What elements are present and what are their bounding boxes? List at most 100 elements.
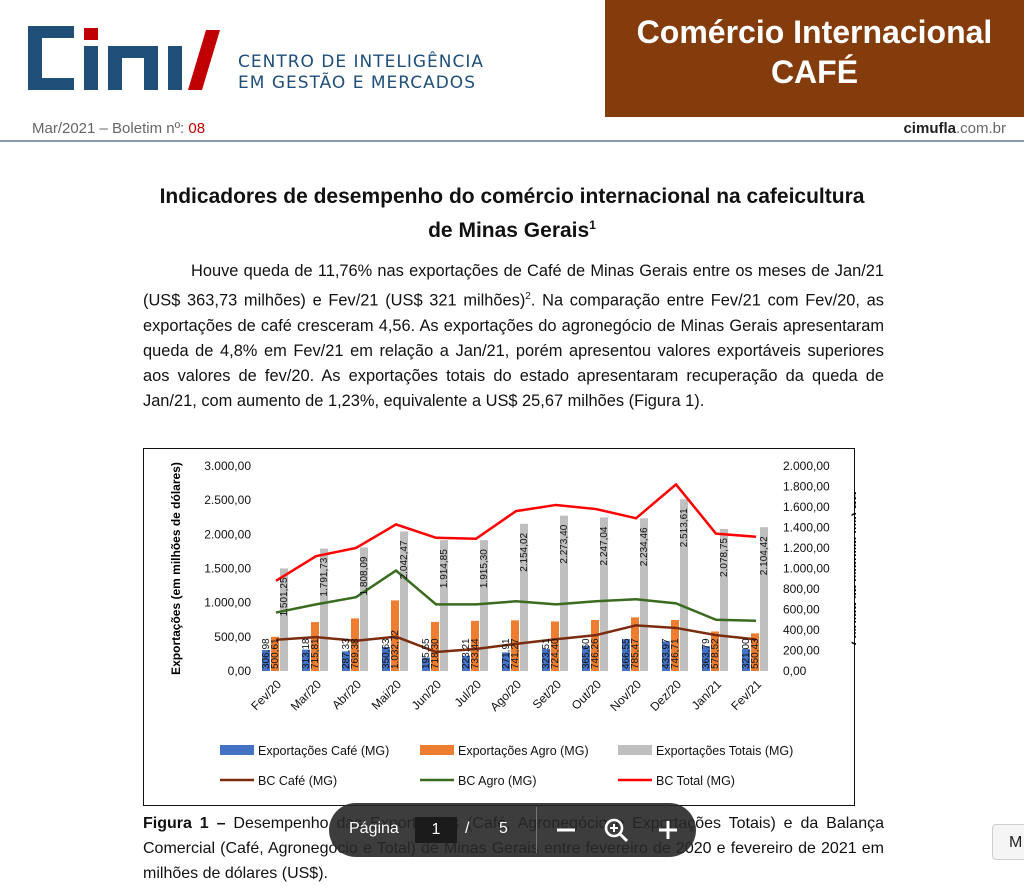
bar-total: [680, 499, 688, 671]
data-label: 363,79: [701, 638, 712, 669]
bar-cafe: [742, 649, 750, 671]
bulletin-number: 08: [188, 120, 206, 137]
y-right-tick: 200,00: [783, 644, 820, 658]
pdf-page-toolbar: Página 1 / 5: [329, 803, 696, 857]
data-label: 1.808,09: [359, 556, 370, 595]
x-tick-label: Out/20: [569, 677, 605, 713]
data-label: 578,52: [710, 638, 721, 669]
bar-agro: [631, 617, 639, 671]
data-label: 769,38: [350, 638, 361, 669]
bar-total: [600, 517, 608, 671]
bar-cafe: [622, 639, 630, 671]
data-label: 733,44: [470, 638, 481, 669]
bar-agro: [751, 633, 759, 671]
data-label: 2.078,75: [719, 538, 730, 577]
site-link[interactable]: cimufla.com.br: [903, 120, 1006, 137]
legend-label: Exportações Agro (MG): [458, 744, 589, 758]
header-divider: [0, 140, 1024, 142]
data-label: 321,00: [741, 638, 752, 669]
bar-agro: [431, 621, 439, 671]
y-right-tick: 1.800,00: [783, 480, 830, 494]
data-label: 271,91: [501, 638, 512, 669]
y-left-tick: 1.500,00: [204, 562, 251, 576]
bar-total: [400, 531, 408, 671]
x-tick-label: Set/20: [530, 677, 565, 712]
data-label: 1.791,73: [319, 557, 330, 596]
x-tick-label: Abr/20: [329, 677, 364, 712]
legend-swatch: [420, 745, 454, 755]
data-label: 1.914,85: [439, 549, 450, 588]
data-label: 724,40: [550, 638, 561, 669]
page-total: 5: [499, 820, 508, 837]
legend-swatch: [618, 745, 652, 755]
data-label: 2.273,40: [559, 524, 570, 563]
bar-cafe: [502, 652, 510, 671]
bar-total: [520, 523, 528, 671]
y-left-axis-title: Exportações (em milhões de dólares): [169, 462, 183, 675]
data-label: 2.104,42: [759, 536, 770, 575]
side-button[interactable]: M: [992, 824, 1024, 860]
bar-agro: [671, 619, 679, 671]
bar-agro: [271, 636, 279, 671]
document-title: Indicadores de desempenho do comércio in…: [159, 185, 865, 242]
y-left-tick: 2.000,00: [204, 527, 251, 541]
bar-agro: [511, 620, 519, 671]
data-label: 433,97: [661, 638, 672, 669]
data-label: 741,27: [510, 638, 521, 669]
bar-cafe: [422, 657, 430, 671]
legend-label: Exportações Totais (MG): [656, 744, 793, 758]
bar-agro: [471, 620, 479, 671]
zoom-in-icon[interactable]: [653, 815, 683, 845]
x-tick-label: Mar/20: [288, 677, 325, 714]
data-label: 466,55: [621, 638, 632, 669]
legend-label: BC Agro (MG): [458, 774, 537, 788]
data-label: 2.154,02: [519, 532, 530, 571]
banner-line-2: CAFÉ: [770, 54, 859, 90]
line-bc-total: [275, 482, 757, 582]
data-label: 715,81: [310, 638, 321, 669]
bar-total: [760, 527, 768, 671]
data-label: 195,55: [421, 638, 432, 669]
y-left-tick: 2.500,00: [204, 493, 251, 507]
data-label: 2.247,04: [599, 526, 610, 565]
bar-agro: [711, 631, 719, 671]
data-label: 1.915,30: [479, 549, 490, 588]
x-tick-label: Dez/20: [647, 677, 684, 714]
data-label: 2.042,47: [399, 540, 410, 579]
x-tick-label: Jun/20: [409, 677, 445, 713]
data-label: 365,60: [581, 638, 592, 669]
line-bc-agro: [275, 568, 757, 623]
data-label: 1.032,72: [390, 630, 401, 669]
data-label: 500,61: [270, 638, 281, 669]
bar-cafe: [302, 649, 310, 671]
y-right-tick: 400,00: [783, 623, 820, 637]
page-label: Página: [349, 820, 399, 837]
zoom-out-icon[interactable]: [551, 815, 581, 845]
bar-cafe: [702, 646, 710, 671]
y-right-tick: 1.600,00: [783, 500, 830, 514]
data-label: 2.513,61: [679, 508, 690, 547]
y-left-tick: 500,00: [214, 630, 251, 644]
data-label: 718,30: [430, 638, 441, 669]
data-label: 323,51: [541, 638, 552, 669]
export-chart: 0,00 500,00 1.000,00 1.500,00 2.000,00 2.500,…: [143, 448, 856, 806]
x-tick-label: Jul/20: [452, 677, 485, 710]
x-tick-label: Mai/20: [369, 677, 405, 713]
zoom-fit-icon[interactable]: [601, 815, 631, 845]
data-label: 785,47: [630, 638, 641, 669]
page-number-input[interactable]: 1: [415, 817, 457, 843]
y-right-tick: 600,00: [783, 603, 820, 617]
x-tick-label: Nov/20: [607, 677, 644, 714]
toolbar-divider: [536, 807, 537, 853]
title-banner: Comércio Internacional CAFÉ: [605, 0, 1024, 117]
y-right-tick: 2.000,00: [783, 459, 830, 473]
x-tick-label: Fev/20: [248, 677, 284, 713]
y-left-tick: 3.000,00: [204, 459, 251, 473]
data-label: 2.234,46: [639, 527, 650, 566]
data-label: 350,63: [381, 638, 392, 669]
y-right-axis-title: BC (em Milhões de dólres ): [851, 491, 856, 645]
body-paragraph: Houve queda de 11,76% nas exportações de…: [143, 262, 884, 411]
legend-label: BC Café (MG): [258, 774, 337, 788]
y-left-tick: 1.000,00: [204, 596, 251, 610]
data-label: 1.501,25: [279, 577, 290, 616]
